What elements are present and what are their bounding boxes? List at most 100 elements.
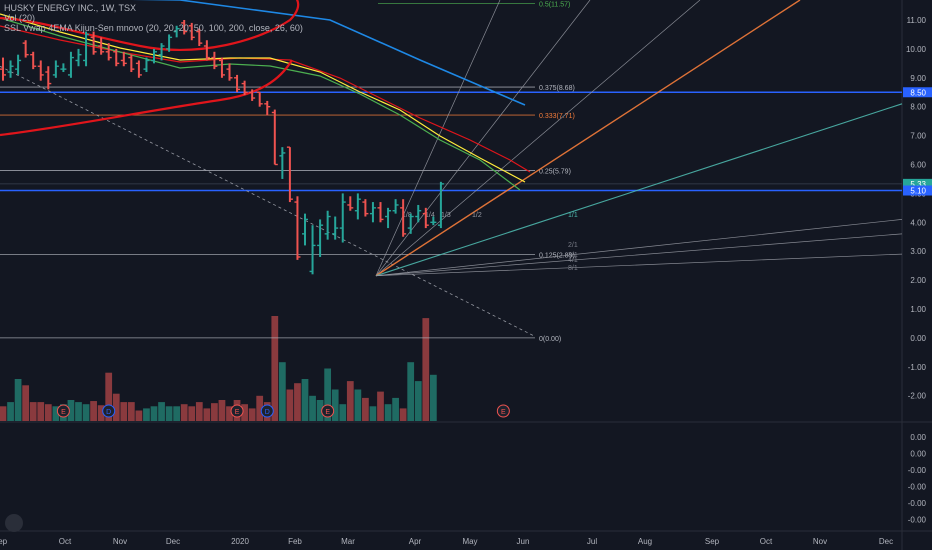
time-axis-label: Dec — [879, 537, 893, 546]
ma-50-line — [0, 17, 521, 191]
time-axis-label: Oct — [59, 537, 72, 546]
time-axis-label: Sep — [705, 537, 720, 546]
legend: HUSKY ENERGY INC., 1W, TSX Vol (20) SSL … — [4, 3, 303, 33]
volume-bar — [188, 406, 196, 421]
volume-bar — [127, 402, 135, 421]
volume-bar — [203, 408, 211, 421]
fib-level-label: 0(0.00) — [539, 336, 561, 343]
time-axis-label: Feb — [288, 537, 302, 546]
time-axis-label: Nov — [813, 537, 827, 546]
volume-axis-label: -0.00 — [908, 499, 927, 508]
price-label-text: 5.10 — [910, 187, 926, 196]
volume-bar — [37, 402, 45, 421]
volume-bar — [422, 318, 430, 421]
time-axis-label: Aug — [638, 537, 652, 546]
gann-fan-line — [375, 233, 903, 277]
gann-fan-label: 1/8 — [402, 212, 412, 219]
ma-100-line — [0, 25, 531, 173]
volume-bar — [14, 379, 22, 421]
volume-bar — [241, 404, 248, 421]
event-marker-letter: E — [61, 409, 66, 416]
fib-level-label: 0.333(7.71) — [539, 113, 575, 120]
gann-fan-line — [375, 0, 501, 276]
time-axis-label: Jul — [587, 537, 597, 546]
volume-bar — [384, 404, 392, 421]
volume-bar — [339, 404, 347, 421]
volume-bar — [82, 404, 90, 421]
gann-fan-line — [375, 0, 701, 277]
volume-bar — [256, 395, 264, 421]
volume-bar — [218, 400, 226, 421]
volume-bar — [90, 401, 97, 421]
price-label-badge — [903, 185, 932, 196]
price-axis-label: -2.00 — [908, 392, 927, 401]
volume-bar — [173, 406, 181, 421]
gann-fan-label: 8/1 — [568, 265, 578, 272]
volume-bar — [429, 374, 437, 421]
tradingview-logo-icon[interactable] — [5, 514, 23, 532]
gann-fan-label: 4/1 — [568, 257, 578, 264]
event-marker-letter: E — [325, 409, 330, 416]
volume-bar — [0, 406, 7, 421]
gann-fan-label: 1/3 — [441, 212, 451, 219]
event-marker-letter: E — [235, 409, 240, 416]
price-axis-label: 11.00 — [907, 16, 927, 25]
price-axis-label: 8.00 — [910, 103, 926, 112]
volume-axis-label: -0.00 — [908, 483, 927, 492]
volume-bar — [309, 395, 316, 421]
volume-bar — [286, 389, 294, 421]
legend-title: HUSKY ENERGY INC., 1W, TSX — [4, 3, 137, 13]
volume-bar — [105, 372, 113, 421]
volume-bar — [414, 381, 422, 421]
price-axis-label: 2.00 — [910, 276, 926, 285]
volume-bar — [271, 316, 279, 421]
time-axis-label: Sep — [0, 537, 8, 546]
gann-fan-label: 1/1 — [568, 212, 578, 219]
event-marker-icon — [230, 404, 244, 418]
volume-bar — [143, 408, 150, 421]
event-marker-icon — [321, 404, 335, 418]
time-axis-label: Dec — [166, 537, 180, 546]
volume-bar — [316, 400, 324, 421]
price-axis-label: 9.00 — [910, 74, 926, 83]
volume-bar — [112, 393, 120, 421]
volume-bar — [346, 381, 354, 421]
price-label-text: 5.33 — [910, 180, 926, 189]
trend-line — [0, 65, 536, 337]
time-axis-label: 2020 — [231, 537, 249, 546]
volume-bar — [399, 408, 407, 421]
volume-bar — [294, 383, 301, 421]
gann-fan-line — [375, 103, 903, 277]
legend-volume: Vol (20) — [4, 13, 36, 23]
volume-bar — [135, 410, 143, 421]
volume-bar — [211, 403, 218, 421]
volume-bar — [67, 400, 75, 421]
time-axis-label: Oct — [760, 537, 773, 546]
volume-bar — [362, 397, 369, 421]
fib-level-label: 0.375(8.68) — [539, 85, 575, 92]
time-axis-label: Nov — [113, 537, 127, 546]
volume-bar — [180, 404, 188, 421]
ma-20-line — [0, 13, 526, 183]
volume-bar — [392, 397, 399, 421]
fib-level-label: 0.5(11.57) — [539, 2, 570, 9]
price-axis-label: 10.00 — [906, 45, 927, 54]
volume-axis-label: -0.00 — [908, 466, 927, 475]
volume-axis-label: 0.00 — [910, 450, 926, 459]
price-axis-label: 4.00 — [910, 218, 926, 227]
event-marker-icon — [56, 404, 70, 418]
volume-bar — [377, 391, 384, 421]
price-label-badge — [903, 178, 932, 189]
price-axis-label: -1.00 — [908, 363, 927, 372]
price-label-badge — [903, 87, 932, 98]
volume-bar — [324, 368, 332, 421]
gann-fan-label: 1/2 — [472, 212, 482, 219]
volume-bar — [44, 404, 52, 421]
legend-indicator: SSL Vwap 4EMA Kijun-Sen mnovo (20, 20, 2… — [4, 23, 303, 33]
volume-bar — [226, 406, 233, 421]
volume-bar — [331, 389, 339, 421]
volume-bar — [354, 389, 362, 421]
gann-fan-line — [375, 253, 903, 277]
fib-level-label: 0.25(5.79) — [539, 169, 571, 176]
